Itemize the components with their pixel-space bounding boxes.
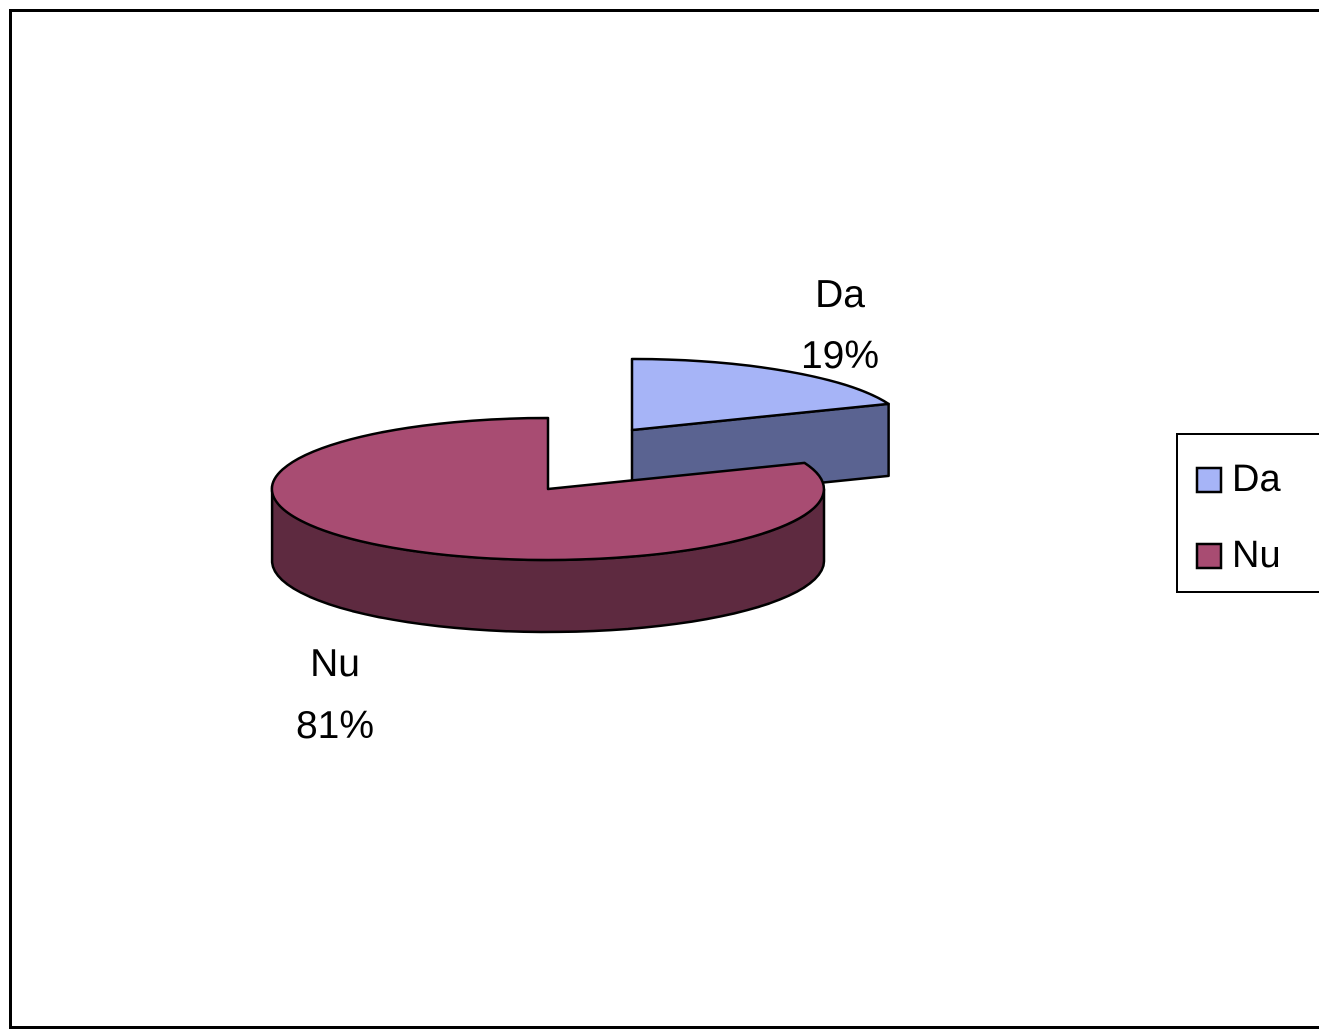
legend: Da Nu [1176, 433, 1319, 593]
slice-label-da-percent: 19% [801, 334, 879, 377]
pie-slice-da-top [630, 357, 890, 432]
pie-slice-nu [270, 416, 826, 634]
legend-swatch-nu [1195, 542, 1223, 570]
slice-label-nu-percent: 81% [296, 704, 374, 747]
slice-label-nu-name: Nu [310, 642, 360, 685]
pie-layer [270, 357, 890, 634]
legend-swatch-da [1195, 466, 1223, 494]
pie-slice-nu-top [270, 416, 826, 562]
legend-label-da: Da [1232, 458, 1281, 500]
legend-label-nu: Nu [1232, 534, 1281, 576]
slice-label-da-name: Da [815, 273, 865, 316]
